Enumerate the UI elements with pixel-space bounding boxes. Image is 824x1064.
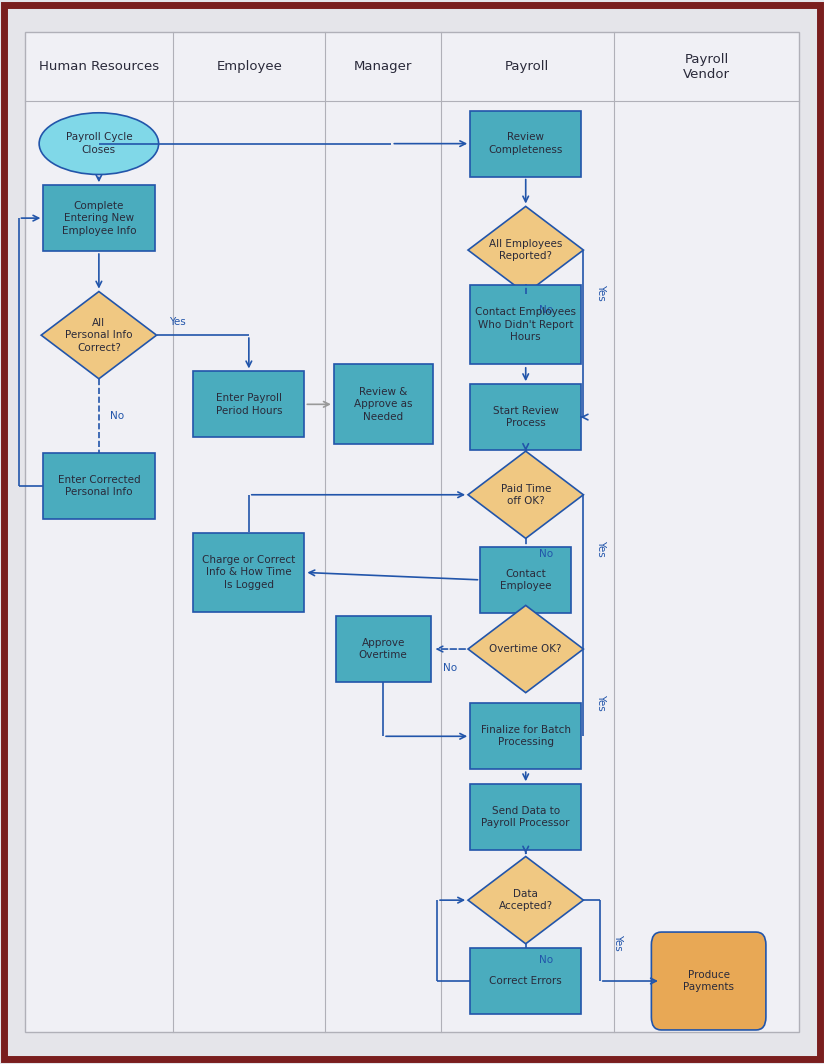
Polygon shape	[468, 857, 583, 944]
Text: All Employees
Reported?: All Employees Reported?	[489, 238, 563, 262]
FancyBboxPatch shape	[470, 285, 581, 365]
Text: Payroll
Vendor: Payroll Vendor	[683, 52, 730, 81]
Text: Contact Employees
Who Didn't Report
Hours: Contact Employees Who Didn't Report Hour…	[475, 307, 576, 342]
FancyBboxPatch shape	[470, 384, 581, 450]
FancyBboxPatch shape	[44, 453, 154, 519]
FancyBboxPatch shape	[44, 185, 154, 251]
Text: Contact
Employee: Contact Employee	[500, 568, 551, 592]
Text: Payroll: Payroll	[505, 60, 550, 73]
Text: Human Resources: Human Resources	[39, 60, 159, 73]
Text: Yes: Yes	[613, 934, 623, 951]
FancyBboxPatch shape	[480, 547, 571, 613]
Text: Complete
Entering New
Employee Info: Complete Entering New Employee Info	[62, 201, 136, 235]
Text: Produce
Payments: Produce Payments	[683, 969, 734, 993]
Text: Review
Completeness: Review Completeness	[489, 132, 563, 155]
Text: Enter Payroll
Period Hours: Enter Payroll Period Hours	[216, 393, 282, 416]
Text: No: No	[539, 954, 554, 965]
Polygon shape	[468, 605, 583, 693]
Text: Overtime OK?: Overtime OK?	[489, 644, 562, 654]
Text: No: No	[539, 549, 554, 560]
FancyBboxPatch shape	[193, 371, 305, 437]
Text: No: No	[443, 663, 457, 674]
FancyBboxPatch shape	[651, 932, 766, 1030]
Polygon shape	[41, 292, 157, 379]
Text: Manager: Manager	[354, 60, 412, 73]
FancyBboxPatch shape	[193, 532, 305, 612]
Text: Employee: Employee	[217, 60, 282, 73]
FancyBboxPatch shape	[4, 5, 820, 1059]
FancyBboxPatch shape	[470, 703, 581, 769]
FancyBboxPatch shape	[470, 948, 581, 1014]
Text: Correct Errors: Correct Errors	[489, 976, 562, 986]
Text: Yes: Yes	[597, 284, 606, 301]
Text: Start Review
Process: Start Review Process	[493, 405, 559, 429]
Text: Review &
Approve as
Needed: Review & Approve as Needed	[354, 387, 412, 421]
Text: Yes: Yes	[169, 317, 185, 328]
Text: Yes: Yes	[597, 539, 606, 556]
Text: No: No	[539, 304, 554, 315]
FancyBboxPatch shape	[334, 365, 433, 445]
Text: Payroll Cycle
Closes: Payroll Cycle Closes	[66, 132, 132, 155]
FancyBboxPatch shape	[336, 616, 431, 682]
Text: Yes: Yes	[597, 694, 606, 711]
Text: Finalize for Batch
Processing: Finalize for Batch Processing	[480, 725, 571, 748]
FancyBboxPatch shape	[470, 784, 581, 850]
Text: All
Personal Info
Correct?: All Personal Info Correct?	[65, 318, 133, 352]
Text: Data
Accepted?: Data Accepted?	[499, 888, 553, 912]
Text: Paid Time
off OK?: Paid Time off OK?	[500, 483, 551, 506]
Polygon shape	[468, 206, 583, 294]
Ellipse shape	[40, 113, 158, 174]
Text: Enter Corrected
Personal Info: Enter Corrected Personal Info	[58, 475, 140, 498]
Text: No: No	[110, 411, 124, 421]
Polygon shape	[468, 451, 583, 538]
Text: Charge or Correct
Info & How Time
Is Logged: Charge or Correct Info & How Time Is Log…	[202, 555, 296, 589]
Text: Send Data to
Payroll Processor: Send Data to Payroll Processor	[481, 805, 570, 829]
FancyBboxPatch shape	[470, 111, 581, 177]
Text: Approve
Overtime: Approve Overtime	[358, 637, 408, 661]
FancyBboxPatch shape	[25, 32, 799, 1032]
